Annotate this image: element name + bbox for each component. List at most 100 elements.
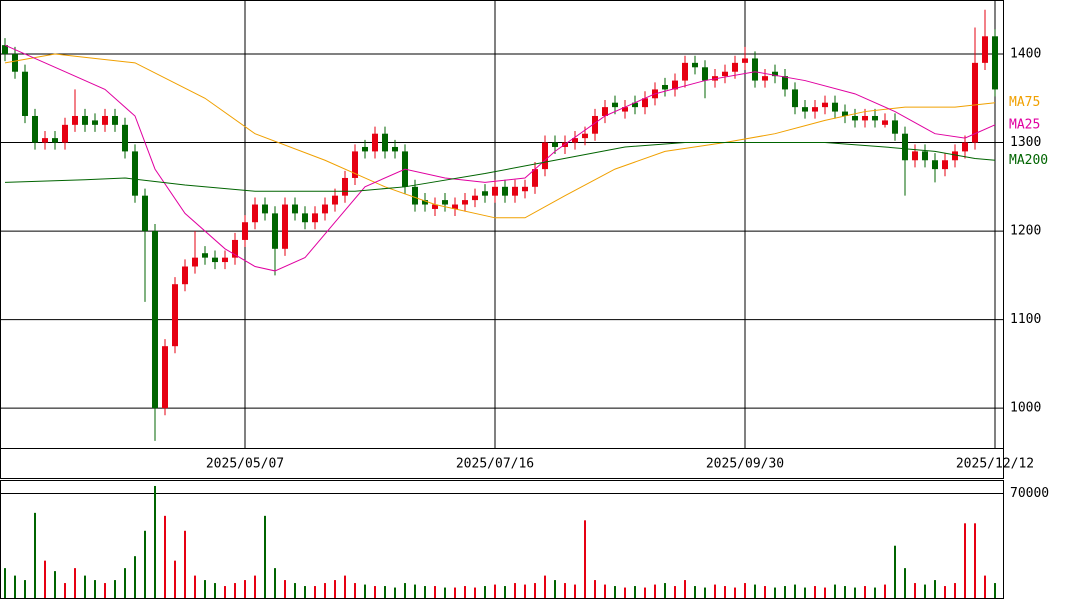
volume-bar: [184, 530, 186, 598]
volume-bar: [994, 583, 996, 598]
candle-body: [932, 160, 938, 170]
candle-body: [882, 120, 888, 125]
volume-tick-label: 70000: [1010, 486, 1049, 501]
candle-body: [292, 204, 298, 214]
volume-bar: [714, 584, 716, 598]
candle-body: [742, 58, 748, 63]
legend-label: MA25: [1009, 117, 1040, 132]
volume-bar: [364, 584, 366, 598]
candle-body: [642, 98, 648, 108]
candle-body: [892, 120, 898, 134]
candle-body: [302, 213, 308, 223]
y-tick-label: 1100: [1010, 312, 1041, 327]
candle-body: [472, 195, 478, 201]
volume-bar: [494, 584, 496, 598]
candle-body: [422, 200, 428, 205]
volume-bar: [204, 580, 206, 598]
candle-body: [682, 62, 688, 81]
candle-body: [142, 195, 148, 232]
candle-body: [872, 115, 878, 121]
candle-body: [552, 142, 558, 147]
volume-bar: [734, 587, 736, 598]
candle-body: [42, 138, 48, 143]
candle-body: [902, 133, 908, 161]
candle-body: [482, 191, 488, 196]
volume-bar: [754, 584, 756, 598]
volume-bar: [144, 530, 146, 598]
volume-bar: [894, 545, 896, 598]
candle-body: [792, 89, 798, 108]
candle-body: [862, 115, 868, 121]
candle-body: [492, 186, 498, 196]
candle-body: [952, 151, 958, 161]
volume-bar: [574, 584, 576, 598]
y-tick-label: 1300: [1010, 135, 1041, 150]
candle-body: [282, 204, 288, 249]
x-tick-label: 2025/09/30: [706, 457, 784, 472]
candle-body: [852, 115, 858, 121]
volume-bar: [884, 584, 886, 598]
volume-bar: [524, 584, 526, 598]
volume-bar: [104, 583, 106, 598]
candle-body: [592, 115, 598, 134]
candle-body: [242, 222, 248, 240]
volume-bar: [384, 586, 386, 598]
volume-bar: [554, 580, 556, 598]
candle-body: [182, 266, 188, 285]
candle-body: [92, 120, 98, 125]
volume-bar: [454, 587, 456, 598]
volume-bar: [634, 586, 636, 598]
candle-body: [12, 54, 18, 72]
x-tick-label: 2025/05/07: [206, 457, 284, 472]
candle-body: [622, 107, 628, 112]
volume-bar: [14, 575, 16, 598]
candle-body: [362, 146, 368, 152]
volume-bar: [514, 583, 516, 598]
volume-bar: [24, 580, 26, 598]
candle-body: [942, 160, 948, 170]
candle-body: [322, 204, 328, 214]
volume-bar: [944, 586, 946, 598]
volume-bar: [284, 580, 286, 598]
candle-body: [512, 186, 518, 196]
candle-body: [162, 346, 168, 409]
candle-body: [752, 58, 758, 81]
candle-body: [532, 169, 538, 187]
candle-body: [212, 257, 218, 263]
volume-bar: [644, 587, 646, 598]
candle-body: [152, 231, 158, 409]
candle-body: [522, 186, 528, 192]
volume-bar: [934, 580, 936, 598]
candle-body: [632, 102, 638, 108]
volume-bar: [474, 587, 476, 598]
volume-bar: [254, 575, 256, 598]
volume-bar: [694, 586, 696, 598]
price-panel-frame: [0, 0, 1004, 449]
candle-body: [342, 177, 348, 196]
volume-bar: [764, 586, 766, 598]
candle-body: [202, 253, 208, 258]
volume-bar: [174, 560, 176, 598]
candle-body: [132, 151, 138, 196]
candle-body: [372, 133, 378, 152]
candle-body: [462, 200, 468, 205]
candle-body: [982, 36, 988, 63]
volume-bar: [134, 556, 136, 598]
candle-body: [922, 151, 928, 161]
candle-body: [32, 115, 38, 143]
x-tick-label: 2025/12/12: [956, 457, 1034, 472]
volume-bar: [4, 568, 6, 598]
volume-bar: [264, 515, 266, 598]
volume-bar: [924, 584, 926, 598]
volume-bar: [954, 583, 956, 598]
volume-bar: [414, 584, 416, 598]
volume-bar: [964, 523, 966, 598]
volume-bar: [784, 586, 786, 598]
candle-body: [572, 138, 578, 143]
volume-bar: [864, 586, 866, 598]
volume-bar: [534, 583, 536, 598]
candle-body: [112, 115, 118, 125]
volume-bar: [34, 512, 36, 598]
legend-label: MA200: [1009, 153, 1048, 168]
candle-body: [192, 257, 198, 267]
